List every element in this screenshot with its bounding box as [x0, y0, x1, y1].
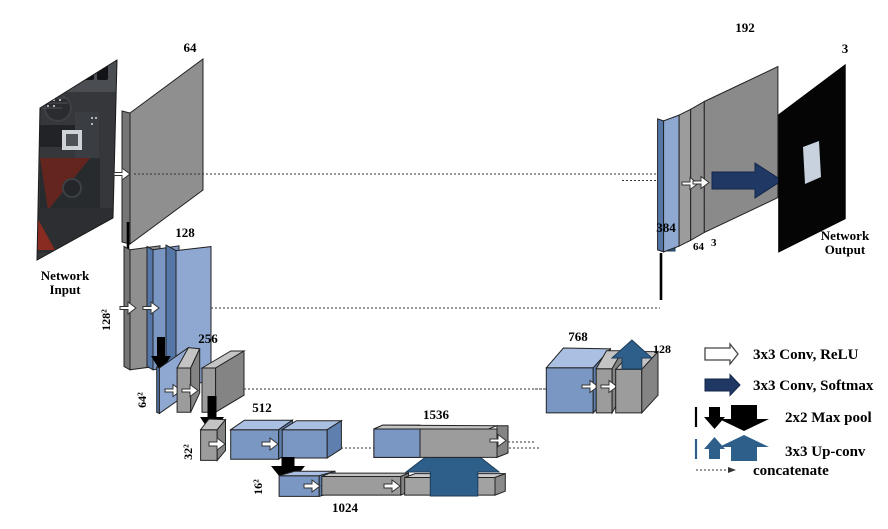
svg-text:concatenate: concatenate: [753, 463, 829, 479]
svg-text:384: 384: [656, 220, 676, 235]
svg-text:3x3 Up-conv: 3x3 Up-conv: [785, 444, 866, 460]
svg-text:Input: Input: [49, 282, 81, 297]
svg-text:3: 3: [711, 237, 717, 249]
svg-text:3x3 Conv, Softmax: 3x3 Conv, Softmax: [753, 378, 874, 394]
svg-text:128: 128: [653, 342, 671, 356]
svg-text:64²: 64²: [135, 392, 149, 408]
svg-text:32²: 32²: [181, 444, 195, 460]
svg-text:128²: 128²: [99, 309, 113, 331]
svg-text:128: 128: [175, 225, 195, 240]
svg-text:3x3 Conv, ReLU: 3x3 Conv, ReLU: [753, 347, 859, 363]
svg-text:256: 256: [198, 331, 218, 346]
svg-text:16²: 16²: [251, 479, 265, 495]
svg-text:Network: Network: [821, 228, 870, 243]
svg-text:Output: Output: [825, 242, 866, 257]
svg-text:1536: 1536: [423, 407, 450, 422]
svg-text:192: 192: [735, 20, 755, 35]
svg-text:512: 512: [252, 400, 272, 415]
svg-text:Network: Network: [41, 268, 90, 283]
svg-text:2x2 Max pool: 2x2 Max pool: [785, 410, 872, 426]
svg-text:64: 64: [184, 40, 198, 55]
svg-text:1024: 1024: [332, 500, 359, 515]
svg-text:768: 768: [568, 329, 588, 344]
svg-text:3: 3: [842, 41, 849, 56]
svg-text:64: 64: [693, 241, 705, 253]
